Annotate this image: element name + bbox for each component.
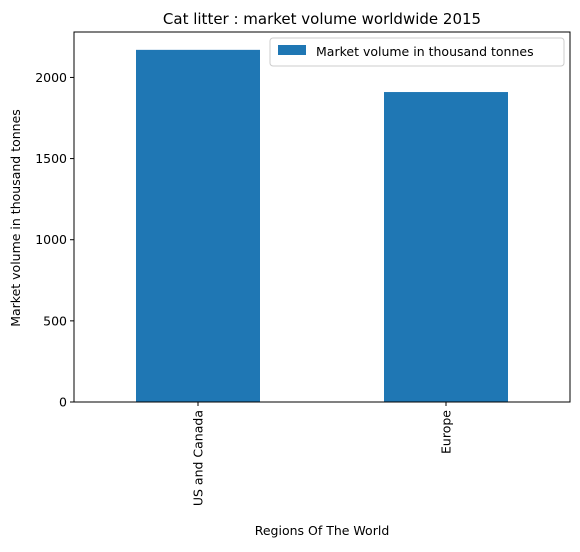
y-tick-label: 0 (59, 395, 67, 410)
legend-box (269, 37, 565, 67)
y-tick-label: 1500 (35, 151, 67, 166)
legend-swatch (278, 45, 306, 55)
x-axis-ticks: US and Canada Europe (191, 402, 454, 506)
bar-us-and-canada (136, 49, 260, 402)
y-tick-label: 500 (43, 313, 67, 328)
x-tick-label: US and Canada (191, 410, 206, 506)
bar-europe (384, 92, 508, 403)
y-axis-label: Market volume in thousand tonnes (8, 109, 23, 327)
legend-label: Market volume in thousand tonnes (316, 44, 534, 59)
y-axis-ticks: 0 500 1000 1500 2000 (35, 70, 74, 410)
legend: Market volume in thousand tonnes (269, 37, 565, 67)
plot-frame (73, 31, 571, 403)
x-axis-label: Regions Of The World (255, 523, 390, 538)
x-tick-label: Europe (439, 410, 454, 454)
y-tick-label: 2000 (35, 70, 67, 85)
chart-title: Cat litter : market volume worldwide 201… (163, 10, 481, 28)
y-tick-label: 1000 (35, 232, 67, 247)
bars-group (136, 49, 508, 403)
